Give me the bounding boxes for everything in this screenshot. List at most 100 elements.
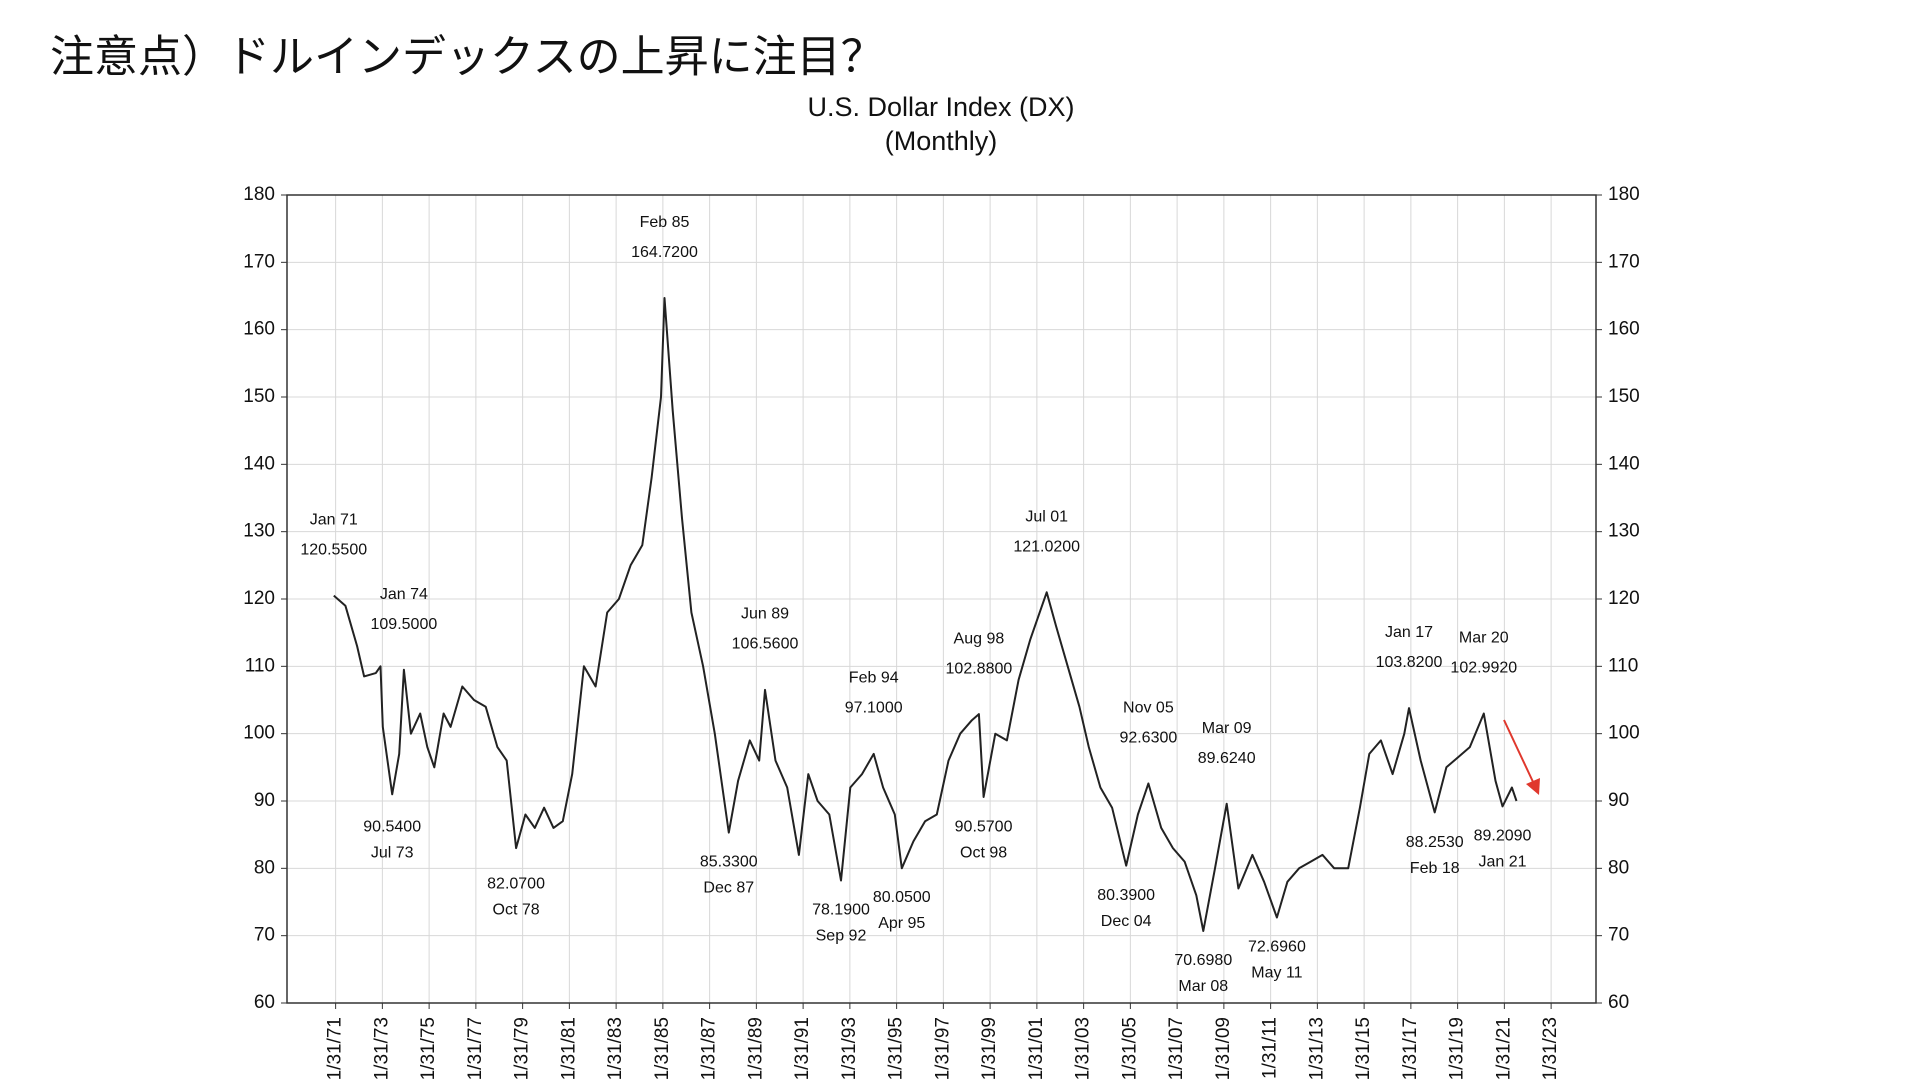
annotation-label: Oct 78 xyxy=(493,902,540,919)
heading: 注意点）ドルインデックスの上昇に注目？ xyxy=(50,33,885,82)
y-tick-label: 70 xyxy=(254,925,275,946)
annotation-value: 102.9920 xyxy=(1450,660,1517,677)
y2-tick-label: 80 xyxy=(1608,857,1629,878)
y2-tick-label: 110 xyxy=(1608,655,1638,676)
y2-tick-label: 60 xyxy=(1608,992,1629,1013)
arrow-shaft xyxy=(1503,719,1535,785)
annotation-value: 89.6240 xyxy=(1198,750,1256,767)
annotation-value: 89.2090 xyxy=(1474,828,1532,845)
x-tick-label: 1/31/15 xyxy=(1353,1017,1374,1080)
annotation-value: 106.5600 xyxy=(732,636,799,653)
annotation-label: Dec 87 xyxy=(703,880,754,897)
y2-tick-label: 160 xyxy=(1608,319,1640,340)
annotation-value: 97.1000 xyxy=(845,699,903,716)
annotation-value: 109.5000 xyxy=(371,616,438,633)
annotation-value: 82.0700 xyxy=(487,876,545,893)
y2-tick-label: 100 xyxy=(1608,723,1640,744)
x-tick-label: 1/31/73 xyxy=(371,1017,392,1080)
x-tick-label: 1/31/71 xyxy=(325,1017,346,1080)
y2-tick-label: 170 xyxy=(1608,251,1640,272)
annotation-label: Feb 94 xyxy=(849,669,899,686)
chart-subtitle: (Monthly) xyxy=(885,126,998,156)
y-tick-label: 150 xyxy=(243,386,275,407)
y-tick-label: 110 xyxy=(245,655,275,676)
y-tick-label: 170 xyxy=(243,251,275,272)
y-tick-label: 120 xyxy=(243,588,275,609)
annotation-label: Dec 04 xyxy=(1101,913,1152,930)
x-tick-label: 1/31/19 xyxy=(1447,1017,1468,1080)
x-tick-label: 1/31/77 xyxy=(465,1017,486,1080)
x-tick-label: 1/31/85 xyxy=(652,1017,673,1080)
y2-tick-label: 90 xyxy=(1608,790,1629,811)
x-tick-label: 1/31/13 xyxy=(1306,1017,1327,1080)
annotation-value: 85.3300 xyxy=(700,854,758,871)
annotation-value: 78.1900 xyxy=(812,902,870,919)
chart-title: U.S. Dollar Index (DX) xyxy=(807,92,1074,122)
x-tick-label: 1/31/17 xyxy=(1400,1017,1421,1080)
x-tick-label: 1/31/01 xyxy=(1026,1017,1047,1080)
annotation-value: 70.6980 xyxy=(1174,952,1232,969)
y2-tick-label: 70 xyxy=(1608,925,1629,946)
x-tick-label: 1/31/97 xyxy=(932,1017,953,1080)
x-tick-label: 1/31/03 xyxy=(1073,1017,1094,1080)
annotation-value: 121.0200 xyxy=(1013,538,1080,555)
x-tick-label: 1/31/07 xyxy=(1166,1017,1187,1080)
annotation-value: 120.5500 xyxy=(300,542,367,559)
annotation-label: Jan 71 xyxy=(310,512,358,529)
y2-tick-label: 140 xyxy=(1608,453,1640,474)
x-tick-label: 1/31/87 xyxy=(699,1017,720,1080)
y-tick-label: 130 xyxy=(243,521,275,542)
grid xyxy=(287,194,1596,1004)
annotation-label: Sep 92 xyxy=(816,928,867,945)
y2-tick-label: 150 xyxy=(1608,386,1640,407)
y-tick-label: 90 xyxy=(254,790,275,811)
y-tick-label: 60 xyxy=(254,992,275,1013)
annotation-label: Nov 05 xyxy=(1123,700,1174,717)
annotation-value: 102.8800 xyxy=(946,660,1013,677)
annotation-label: Jan 74 xyxy=(380,586,428,603)
annotation-value: 72.6960 xyxy=(1248,939,1306,956)
annotation-label: Mar 20 xyxy=(1459,630,1509,647)
y-tick-label: 160 xyxy=(243,319,275,340)
x-tick-label: 1/31/79 xyxy=(512,1017,533,1080)
x-tick-label: 1/31/21 xyxy=(1493,1017,1514,1080)
annotation-value: 80.3900 xyxy=(1097,887,1155,904)
annotation-label: Apr 95 xyxy=(878,915,925,932)
x-tick-label: 1/31/83 xyxy=(605,1017,626,1080)
y-tick-label: 80 xyxy=(254,857,275,878)
y-tick-label: 140 xyxy=(243,453,275,474)
annotation-label: Jun 89 xyxy=(741,606,789,623)
arrow-head xyxy=(1526,778,1540,795)
series-line xyxy=(333,297,1518,932)
annotation-value: 90.5400 xyxy=(363,819,421,836)
x-tick-label: 1/31/93 xyxy=(839,1017,860,1080)
annotation-label: Feb 85 xyxy=(640,214,690,231)
annotation-value: 90.5700 xyxy=(955,818,1013,835)
y-tick-label: 100 xyxy=(243,723,275,744)
y2-tick-label: 180 xyxy=(1608,184,1640,205)
annotation-value: 80.0500 xyxy=(873,889,931,906)
x-tick-label: 1/31/75 xyxy=(418,1017,439,1080)
x-tick-label: 1/31/81 xyxy=(558,1017,579,1080)
y2-tick-label: 130 xyxy=(1608,521,1640,542)
x-tick-label: 1/31/89 xyxy=(745,1017,766,1080)
annotation-label: Jul 73 xyxy=(371,845,414,862)
annotation-label: Jul 01 xyxy=(1025,508,1068,525)
annotation-value: 92.6300 xyxy=(1119,730,1177,747)
x-tick-label: 1/31/91 xyxy=(792,1017,813,1080)
annotation-label: Jan 17 xyxy=(1385,624,1433,641)
annotation-value: 164.7200 xyxy=(631,244,698,261)
x-tick-label: 1/31/99 xyxy=(979,1017,1000,1080)
y-tick-label: 180 xyxy=(243,184,275,205)
x-tick-label: 1/31/05 xyxy=(1119,1017,1140,1080)
annotation-value: 88.2530 xyxy=(1406,834,1464,851)
annotation-label: May 11 xyxy=(1251,965,1302,982)
annotation-label: Mar 08 xyxy=(1178,978,1228,995)
annotation-label: Oct 98 xyxy=(960,844,1007,861)
annotation-label: Feb 18 xyxy=(1410,860,1460,877)
x-tick-label: 1/31/11 xyxy=(1260,1017,1281,1079)
x-tick-label: 1/31/23 xyxy=(1540,1017,1561,1080)
x-tick-label: 1/31/09 xyxy=(1213,1017,1234,1080)
annotation-label: Aug 98 xyxy=(954,630,1005,647)
